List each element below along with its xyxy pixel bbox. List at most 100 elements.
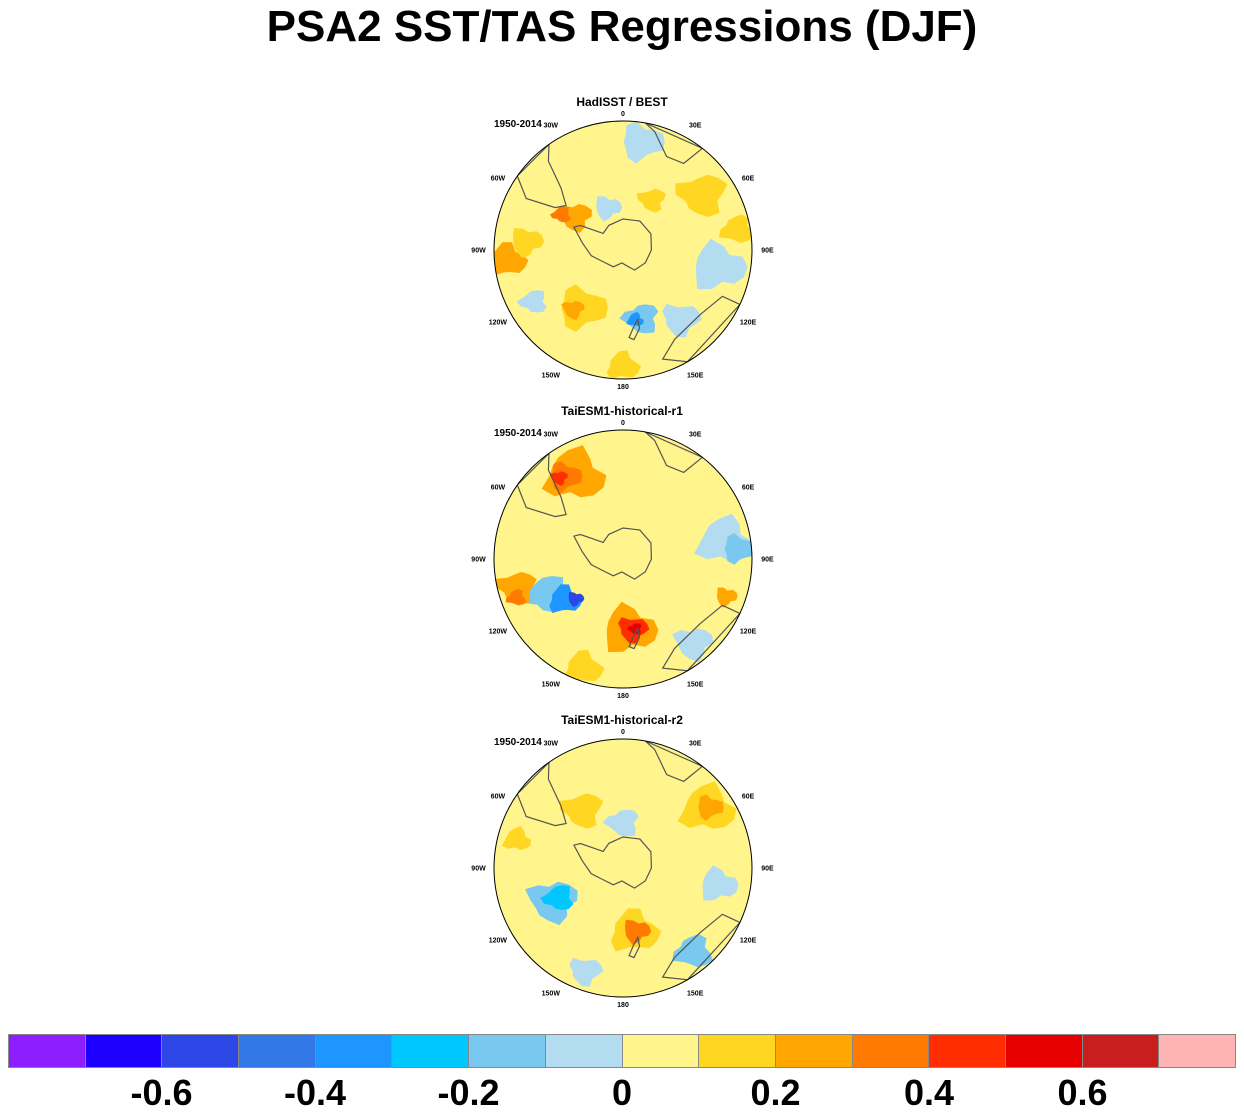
- longitude-label: 60E: [742, 175, 755, 182]
- longitude-label: 0: [621, 420, 625, 427]
- colorbar-box: [392, 1035, 470, 1067]
- coastline: [516, 142, 567, 209]
- longitude-label: 150W: [542, 373, 561, 380]
- coastline: [516, 451, 567, 518]
- colorbar-box: [239, 1035, 316, 1067]
- longitude-label: 180: [617, 1002, 629, 1009]
- longitude-label: 60W: [491, 175, 506, 182]
- polar-map: 0 30E 60E 90E 120E 150E 180 150W 120W 90W 60W 30W: [471, 420, 774, 700]
- anomaly-region: [695, 238, 748, 290]
- figure-title: PSA2 SST/TAS Regressions (DJF): [266, 2, 978, 51]
- longitude-label: 120E: [740, 938, 757, 945]
- colorbar-box: [545, 1035, 623, 1067]
- longitude-label: 60E: [742, 793, 755, 800]
- period-label: 1950-2014: [494, 737, 542, 748]
- longitude-label: 150E: [687, 991, 704, 998]
- anomaly-region: [569, 958, 604, 987]
- anomaly-region: [516, 290, 547, 313]
- longitude-label: 90W: [471, 866, 486, 873]
- map-border: [493, 120, 753, 380]
- longitude-label: 180: [617, 384, 629, 391]
- anomaly-region: [698, 794, 724, 821]
- panel-title: HadISST / BEST: [576, 95, 668, 109]
- polar-map: 0 30E 60E 90E 120E 150E 180 150W 120W 90W 60W 30W: [471, 729, 774, 1009]
- colorbar-box: [699, 1035, 776, 1067]
- coastline: [516, 760, 567, 827]
- longitude-label: 30W: [544, 740, 559, 747]
- anomaly-region: [513, 228, 545, 259]
- longitude-label: 0: [621, 111, 625, 118]
- anomaly-region: [724, 532, 752, 565]
- anomaly-region: [568, 592, 585, 608]
- coastline: [628, 935, 641, 959]
- period-label: 1950-2014: [494, 428, 542, 439]
- colorbar-box: [622, 1035, 700, 1067]
- longitude-label: 30W: [544, 431, 559, 438]
- longitude-label: 120W: [489, 629, 508, 636]
- longitude-label: 30E: [689, 740, 702, 747]
- colorbar-box: [1082, 1035, 1160, 1067]
- colorbar-box: [1159, 1035, 1235, 1067]
- colorbar-box: [929, 1035, 1006, 1067]
- longitude-label: 120W: [489, 938, 508, 945]
- longitude-label: 30E: [689, 431, 702, 438]
- anomaly-region: [501, 826, 531, 850]
- anomaly-region: [675, 174, 728, 217]
- colorbar-tick-label: 0: [611, 1072, 633, 1113]
- colorbar: [8, 1034, 1236, 1068]
- coastline: [628, 317, 641, 341]
- coastline: [628, 626, 641, 650]
- colorbar-tick-label: 0.4: [903, 1072, 955, 1113]
- longitude-label: 180: [617, 693, 629, 700]
- longitude-label: 30W: [544, 122, 559, 129]
- colorbar-tick-label: -0.4: [283, 1072, 347, 1113]
- map-panel-2: TaiESM1-historical-r1 1950-2014 0 30E 60E 9…: [470, 404, 774, 709]
- anomaly-region: [717, 587, 738, 608]
- colorbar-tick-label: -0.6: [130, 1072, 193, 1113]
- longitude-label: 30E: [689, 122, 702, 129]
- anomaly-region: [564, 649, 605, 684]
- panel-title: TaiESM1-historical-r1: [561, 404, 683, 418]
- anomaly-region: [559, 793, 604, 829]
- period-label: 1950-2014: [494, 119, 542, 130]
- anomaly-region: [540, 885, 574, 910]
- anomaly-region: [702, 865, 739, 901]
- longitude-label: 150W: [542, 682, 561, 689]
- longitude-label: 60E: [742, 484, 755, 491]
- anomaly-region: [550, 471, 568, 486]
- map-border: [493, 429, 753, 689]
- map-panel-3: TaiESM1-historical-r2 1950-2014 0 30E 60E 9…: [470, 713, 774, 1018]
- anomaly-region: [636, 188, 667, 213]
- colorbar-tick-label: 0.6: [1057, 1072, 1108, 1113]
- anomaly-region: [549, 206, 571, 223]
- anomaly-region: [505, 588, 527, 606]
- coastline: [644, 740, 704, 783]
- longitude-label: 90W: [471, 248, 486, 255]
- longitude-label: 60W: [491, 793, 506, 800]
- longitude-label: 150E: [687, 373, 704, 380]
- colorbar-box: [9, 1035, 86, 1067]
- longitude-label: 150E: [687, 682, 704, 689]
- colorbar-tick-label: -0.2: [437, 1072, 500, 1113]
- coastline: [573, 218, 653, 271]
- colorbar-box: [1005, 1035, 1083, 1067]
- longitude-label: 120W: [489, 320, 508, 327]
- coastline: [644, 431, 704, 474]
- longitude-label: 90E: [761, 557, 774, 564]
- longitude-label: 60W: [491, 484, 506, 491]
- colorbar-box: [469, 1035, 546, 1067]
- anomaly-region: [561, 284, 608, 332]
- anomaly-region: [626, 311, 644, 327]
- colorbar-box: [85, 1035, 163, 1067]
- polar-map: 0 30E 60E 90E 120E 150E 180 150W 120W 90W 60W 30W: [471, 111, 774, 391]
- longitude-label: 90E: [761, 248, 774, 255]
- anomaly-region: [496, 572, 537, 605]
- map-border: [493, 738, 753, 998]
- anomaly-region: [662, 303, 703, 338]
- colorbar-box: [852, 1035, 930, 1067]
- colorbar-box: [162, 1035, 240, 1067]
- longitude-label: 120E: [740, 320, 757, 327]
- longitude-label: 90W: [471, 557, 486, 564]
- anomaly-region: [672, 934, 714, 968]
- colorbar-box: [775, 1035, 853, 1067]
